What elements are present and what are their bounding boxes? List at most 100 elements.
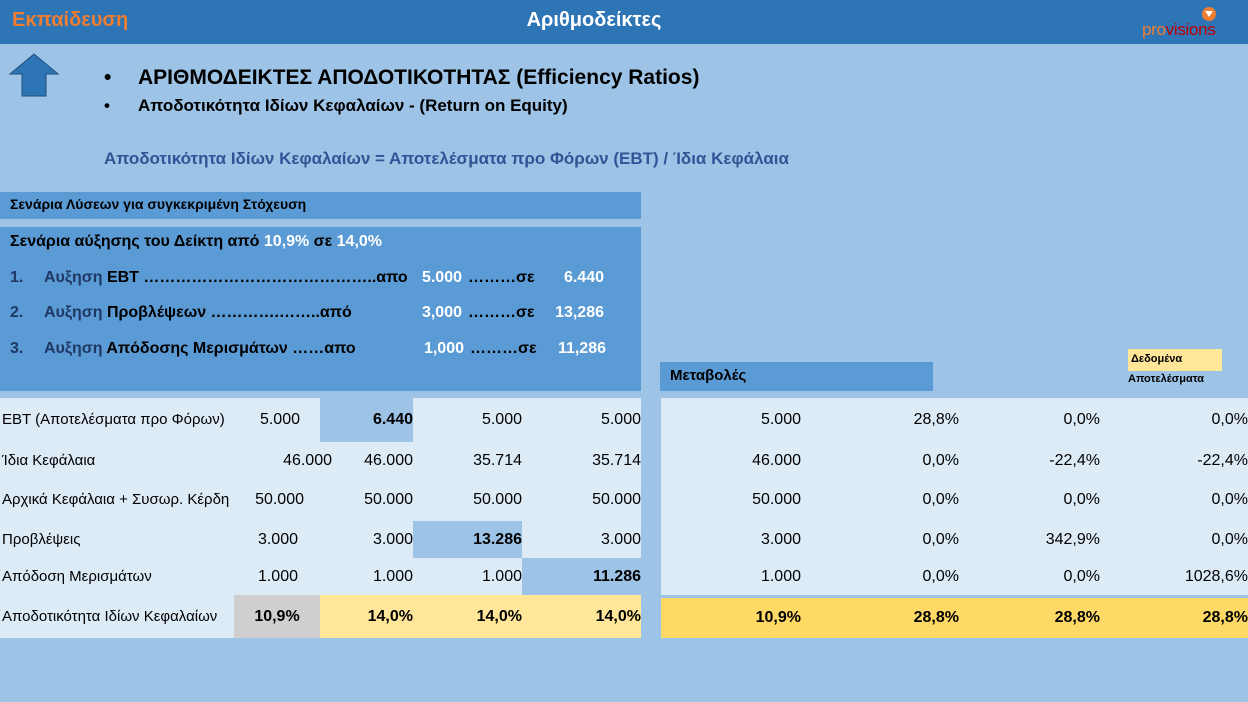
table-cell[interactable]: 50.000: [592, 491, 641, 508]
table-row-dividends: Απόδοση Μερισμάτων 1.000 1.000 1.000 11.…: [0, 558, 641, 595]
scenario-from-value: 3,000: [421, 304, 462, 321]
table-cell[interactable]: 0,0%: [1211, 491, 1248, 508]
table-cell[interactable]: 50.000: [364, 491, 413, 508]
logo-text-pro: pro: [1142, 20, 1166, 39]
scenario-row-1: 1. Αυξηση EBT ……………………………………..απο 5.000 …: [10, 269, 630, 291]
title-bar: Εκπαίδευση Αριθμοδείκτες provisions: [0, 0, 1248, 44]
table-cell[interactable]: 14,0%: [522, 595, 641, 638]
table-cell[interactable]: 50.000: [255, 491, 304, 508]
scenario-row-3: 3. Αυξηση Απόδοσης Μερισμάτων ……απο 1,00…: [10, 340, 630, 362]
row-label: Αρχικά Κεφάλαια + Συσωρ. Κέρδη: [2, 491, 230, 508]
table-cell[interactable]: 5.000: [259, 411, 300, 428]
logo-text-visions: visions: [1165, 20, 1216, 39]
scenarios-header: Σενάρια Λύσεων για συγκεκριμένη Στόχευση: [0, 192, 641, 219]
table-cell[interactable]: 3.000: [372, 530, 413, 548]
table-cell[interactable]: -22,4%: [1049, 451, 1100, 469]
scenario-label-verb: Αυξηση: [44, 340, 103, 357]
table-cell[interactable]: 1.000: [372, 567, 413, 585]
scenario-from-value: 5.000: [421, 269, 462, 286]
table-cell[interactable]: 50.000: [473, 491, 522, 508]
table-cell[interactable]: 0,0%: [922, 567, 959, 585]
table-cell[interactable]: 50.000: [752, 491, 801, 508]
table-cell[interactable]: 0,0%: [1211, 530, 1248, 548]
table-row: 3.000 0,0% 342,9% 0,0%: [661, 521, 1248, 558]
table-cell[interactable]: 3.000: [760, 530, 801, 548]
table-cell[interactable]: 0,0%: [1063, 411, 1100, 428]
table-cell[interactable]: 5.000: [600, 411, 641, 428]
table-cell[interactable]: 10,9%: [234, 595, 320, 638]
row-label: EBT (Αποτελέσματα προ Φόρων): [2, 411, 225, 428]
table-cell[interactable]: -22,4%: [1197, 451, 1248, 469]
table-cell[interactable]: 6.440: [320, 398, 413, 442]
legend-results: Αποτελέσματα: [1128, 373, 1205, 385]
scenario-label-verb: Αυξηση: [44, 304, 103, 321]
table-row-ebt: EBT (Αποτελέσματα προ Φόρων) 5.000 6.440…: [0, 398, 641, 442]
up-arrow-icon[interactable]: [8, 52, 60, 98]
table-cell[interactable]: 1.000: [481, 567, 522, 585]
row-label: Ίδια Κεφάλαια: [2, 451, 96, 469]
table-cell[interactable]: 28,8%: [913, 411, 959, 428]
scenario-to-value: 6.440: [563, 269, 604, 286]
scenario-number: 1.: [10, 269, 24, 286]
scenario-to-label: ………σε: [468, 269, 535, 286]
table-cell[interactable]: 1.000: [257, 567, 298, 585]
bullet-text: ΑΡΙΘΜΟΔΕΙΚΤΕΣ ΑΠΟΔΟΤΙΚΟΤΗΤΑΣ (Efficiency…: [138, 66, 700, 89]
table-row-roe: Αποδοτικότητα Ιδίων Κεφαλαίων 10,9% 14,0…: [0, 595, 641, 638]
table-cell[interactable]: 35.714: [473, 451, 522, 469]
table-cell[interactable]: 35.714: [592, 451, 641, 469]
table-row-roe-changes: 10,9% 28,8% 28,8% 28,8%: [661, 598, 1248, 638]
table-cell[interactable]: 0,0%: [922, 530, 959, 548]
changes-header: Μεταβολές: [660, 362, 933, 391]
table-cell[interactable]: 14,0%: [320, 595, 413, 638]
table-cell[interactable]: 0,0%: [1063, 567, 1100, 585]
table-cell[interactable]: 46.000: [283, 451, 332, 469]
table-row-initial-capital: Αρχικά Κεφάλαια + Συσωρ. Κέρδη 50.000 50…: [0, 479, 641, 521]
scenario-row-2: 2. Αυξηση Προβλέψεων ………….……..από 3,000 …: [10, 304, 630, 326]
table-row: 50.000 0,0% 0,0% 0,0%: [661, 479, 1248, 521]
table-cell[interactable]: 0,0%: [1063, 491, 1100, 508]
scenario-number: 2.: [10, 304, 24, 321]
section-title: Εκπαίδευση: [12, 9, 129, 31]
table-cell[interactable]: 0,0%: [922, 451, 959, 469]
table-cell[interactable]: 28,8%: [1202, 609, 1248, 626]
scenario-label-item: EBT ……………………………………..απο: [106, 269, 408, 286]
table-cell[interactable]: 14,0%: [413, 595, 522, 638]
table-cell[interactable]: 0,0%: [1211, 411, 1248, 428]
scenario-label-item: Προβλέψεων ………….……..από: [106, 304, 352, 321]
table-cell[interactable]: 11.286: [522, 558, 641, 595]
provisions-logo: provisions: [1140, 6, 1245, 40]
scenario-number: 3.: [10, 340, 24, 357]
table-cell[interactable]: 5.000: [760, 411, 801, 428]
chevron-down-icon: [1202, 7, 1216, 21]
scenario-to-label: ………σε: [470, 340, 537, 357]
table-cell[interactable]: 1.000: [760, 567, 801, 585]
scenarios-title-from: 10,9%: [263, 233, 310, 250]
table-cell[interactable]: 3.000: [600, 530, 641, 548]
scenarios-title-to: 14,0%: [336, 233, 383, 250]
scenario-to-value: 13,286: [555, 304, 604, 321]
table-cell[interactable]: 3.000: [257, 530, 298, 548]
table-cell[interactable]: 5.000: [481, 411, 522, 428]
table-cell[interactable]: 28,8%: [1054, 609, 1100, 626]
table-cell[interactable]: 46.000: [364, 451, 413, 469]
roe-formula: Αποδοτικότητα Ιδίων Κεφαλαίων = Αποτελέσ…: [104, 149, 789, 168]
table-cell[interactable]: 46.000: [752, 451, 801, 469]
table-cell[interactable]: 28,8%: [913, 609, 959, 626]
table-cell[interactable]: 342,9%: [1045, 530, 1100, 548]
scenarios-box: Σενάρια αύξησης του Δείκτη από 10,9% σε …: [0, 227, 641, 391]
table-row-equity: Ίδια Κεφάλαια 46.000 46.000 35.714 35.71…: [0, 442, 641, 479]
scenario-to-label: ………σε: [468, 304, 535, 321]
scenario-label-verb: Αυξηση: [44, 269, 103, 286]
row-label: Απόδοση Μερισμάτων: [2, 567, 152, 585]
table-cell[interactable]: 1028,6%: [1184, 567, 1248, 585]
bullet-text: Αποδοτικότητα Ιδίων Κεφαλαίων - (Return …: [138, 96, 568, 115]
table-cell[interactable]: 10,9%: [755, 609, 801, 626]
bullet-dot: •: [104, 66, 112, 89]
table-cell[interactable]: 0,0%: [922, 491, 959, 508]
table-cell[interactable]: 13.286: [413, 521, 522, 558]
logo-text: provisions: [1142, 20, 1216, 40]
scenarios-title-prefix: Σενάρια αύξησης του Δείκτη από: [10, 233, 264, 250]
table-row: 1.000 0,0% 0,0% 1028,6%: [661, 558, 1248, 595]
table-row: 46.000 0,0% -22,4% -22,4%: [661, 442, 1248, 479]
row-label: Προβλέψεις: [2, 530, 81, 548]
